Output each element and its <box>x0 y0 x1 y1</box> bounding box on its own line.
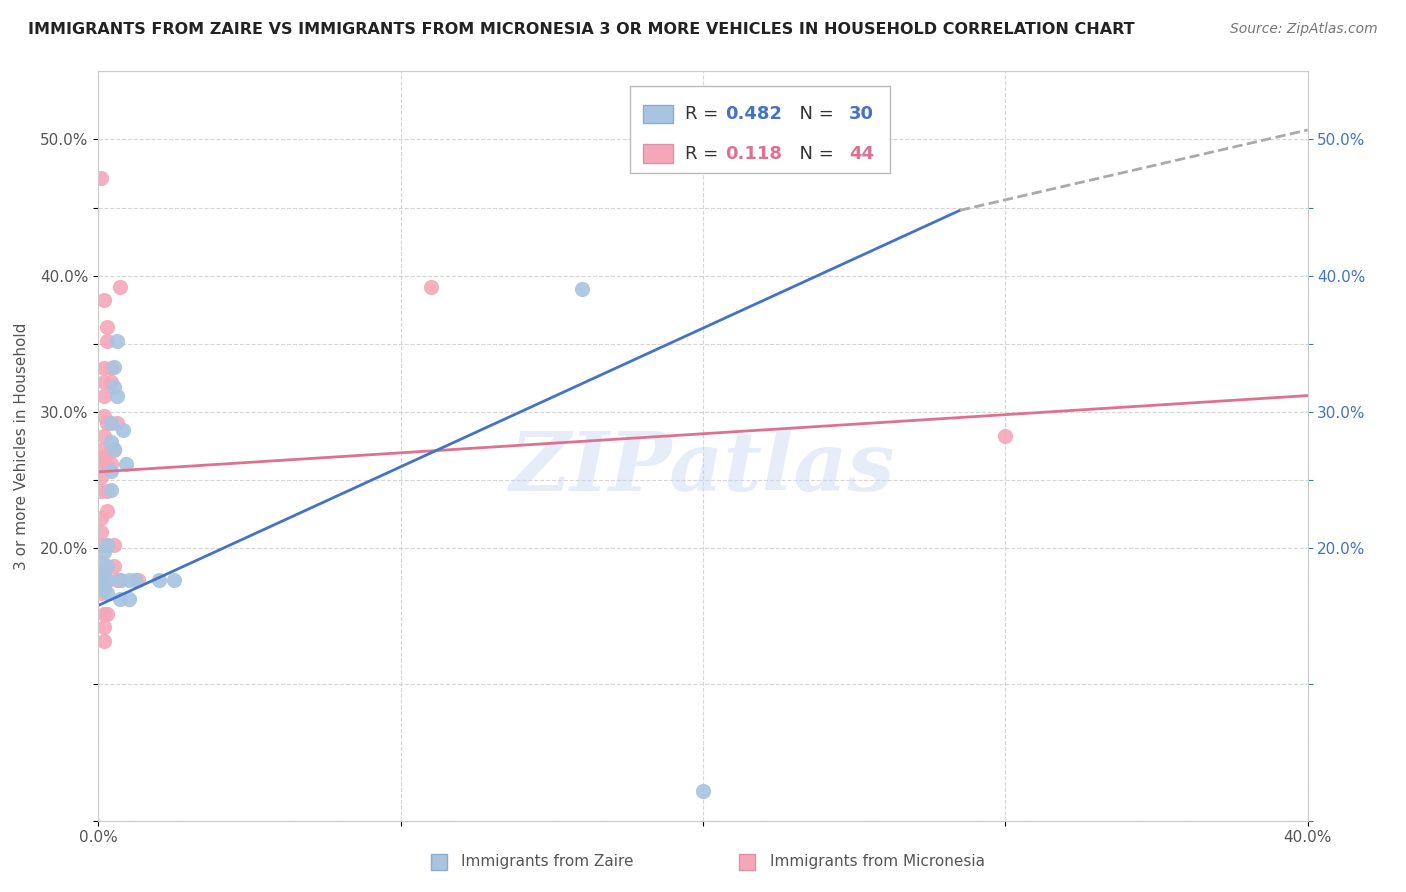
Point <box>100 463 122 477</box>
Point <box>163 573 186 587</box>
Point <box>93 566 115 580</box>
Y-axis label: 3 or more Vehicles in Household: 3 or more Vehicles in Household <box>14 322 30 570</box>
Point <box>96 573 118 587</box>
Point <box>90 470 112 484</box>
Point <box>96 416 118 430</box>
Point <box>105 573 128 587</box>
Point <box>96 334 118 348</box>
Point <box>93 545 115 559</box>
Point <box>90 511 112 525</box>
Point <box>90 524 112 539</box>
Point <box>105 388 128 402</box>
Text: ZIPatlas: ZIPatlas <box>510 428 896 508</box>
Point <box>692 783 714 797</box>
Point <box>108 591 131 606</box>
Point <box>93 429 115 443</box>
Text: Immigrants from Zaire: Immigrants from Zaire <box>461 855 634 870</box>
Point <box>100 457 122 471</box>
Point <box>96 538 118 552</box>
Point <box>96 504 118 518</box>
Text: Source: ZipAtlas.com: Source: ZipAtlas.com <box>1230 22 1378 37</box>
Point <box>96 586 118 600</box>
Point <box>90 170 112 185</box>
Text: R =: R = <box>685 145 730 162</box>
Point <box>93 450 115 464</box>
Point <box>93 293 115 308</box>
Text: N =: N = <box>787 105 839 123</box>
Point <box>96 538 118 552</box>
Point <box>103 443 125 458</box>
Text: R =: R = <box>685 105 724 123</box>
Point <box>90 538 112 552</box>
Point <box>124 573 146 587</box>
Point <box>93 607 115 621</box>
Text: 0.118: 0.118 <box>724 145 782 162</box>
Text: IMMIGRANTS FROM ZAIRE VS IMMIGRANTS FROM MICRONESIA 3 OR MORE VEHICLES IN HOUSEH: IMMIGRANTS FROM ZAIRE VS IMMIGRANTS FROM… <box>28 22 1135 37</box>
Point <box>96 573 118 587</box>
Point <box>114 457 136 471</box>
Point <box>93 375 115 389</box>
Point <box>93 579 115 593</box>
Point <box>93 361 115 376</box>
Point <box>108 573 131 587</box>
Point <box>93 582 115 596</box>
Point <box>96 320 118 334</box>
Bar <box>643 104 673 123</box>
Point <box>100 443 122 458</box>
Point <box>148 573 170 587</box>
Point <box>90 586 112 600</box>
Point <box>90 575 112 590</box>
Point <box>420 279 443 293</box>
Point <box>93 573 115 587</box>
Point <box>100 375 122 389</box>
Point <box>100 416 122 430</box>
Point <box>93 409 115 423</box>
Point <box>90 555 112 569</box>
Point <box>93 388 115 402</box>
Point <box>100 483 122 497</box>
Point <box>90 483 112 498</box>
Point <box>105 334 128 348</box>
Point <box>100 434 122 449</box>
Point <box>994 429 1017 443</box>
Point <box>108 279 131 293</box>
Point <box>90 443 112 458</box>
Text: N =: N = <box>787 145 839 162</box>
Point <box>111 423 134 437</box>
Point <box>105 416 128 430</box>
Point <box>103 558 125 573</box>
Point <box>96 558 118 573</box>
Point <box>108 573 131 587</box>
Text: 44: 44 <box>849 145 875 162</box>
Point <box>93 620 115 634</box>
Point <box>96 457 118 471</box>
Bar <box>740 854 755 870</box>
Point <box>103 380 125 394</box>
Point <box>118 573 141 587</box>
Point <box>103 442 125 456</box>
Point <box>118 591 141 606</box>
Point <box>96 607 118 621</box>
Point <box>127 573 149 587</box>
Point <box>571 282 593 296</box>
Point <box>96 483 118 498</box>
Text: 0.482: 0.482 <box>724 105 782 123</box>
Bar <box>643 145 673 163</box>
FancyBboxPatch shape <box>630 87 890 172</box>
Text: 30: 30 <box>849 105 875 123</box>
Bar <box>432 854 447 870</box>
Point <box>90 565 112 579</box>
Point <box>100 361 122 376</box>
Point <box>103 538 125 552</box>
Point <box>93 633 115 648</box>
Point <box>90 457 112 471</box>
Point <box>103 359 125 374</box>
Text: Immigrants from Micronesia: Immigrants from Micronesia <box>769 855 984 870</box>
